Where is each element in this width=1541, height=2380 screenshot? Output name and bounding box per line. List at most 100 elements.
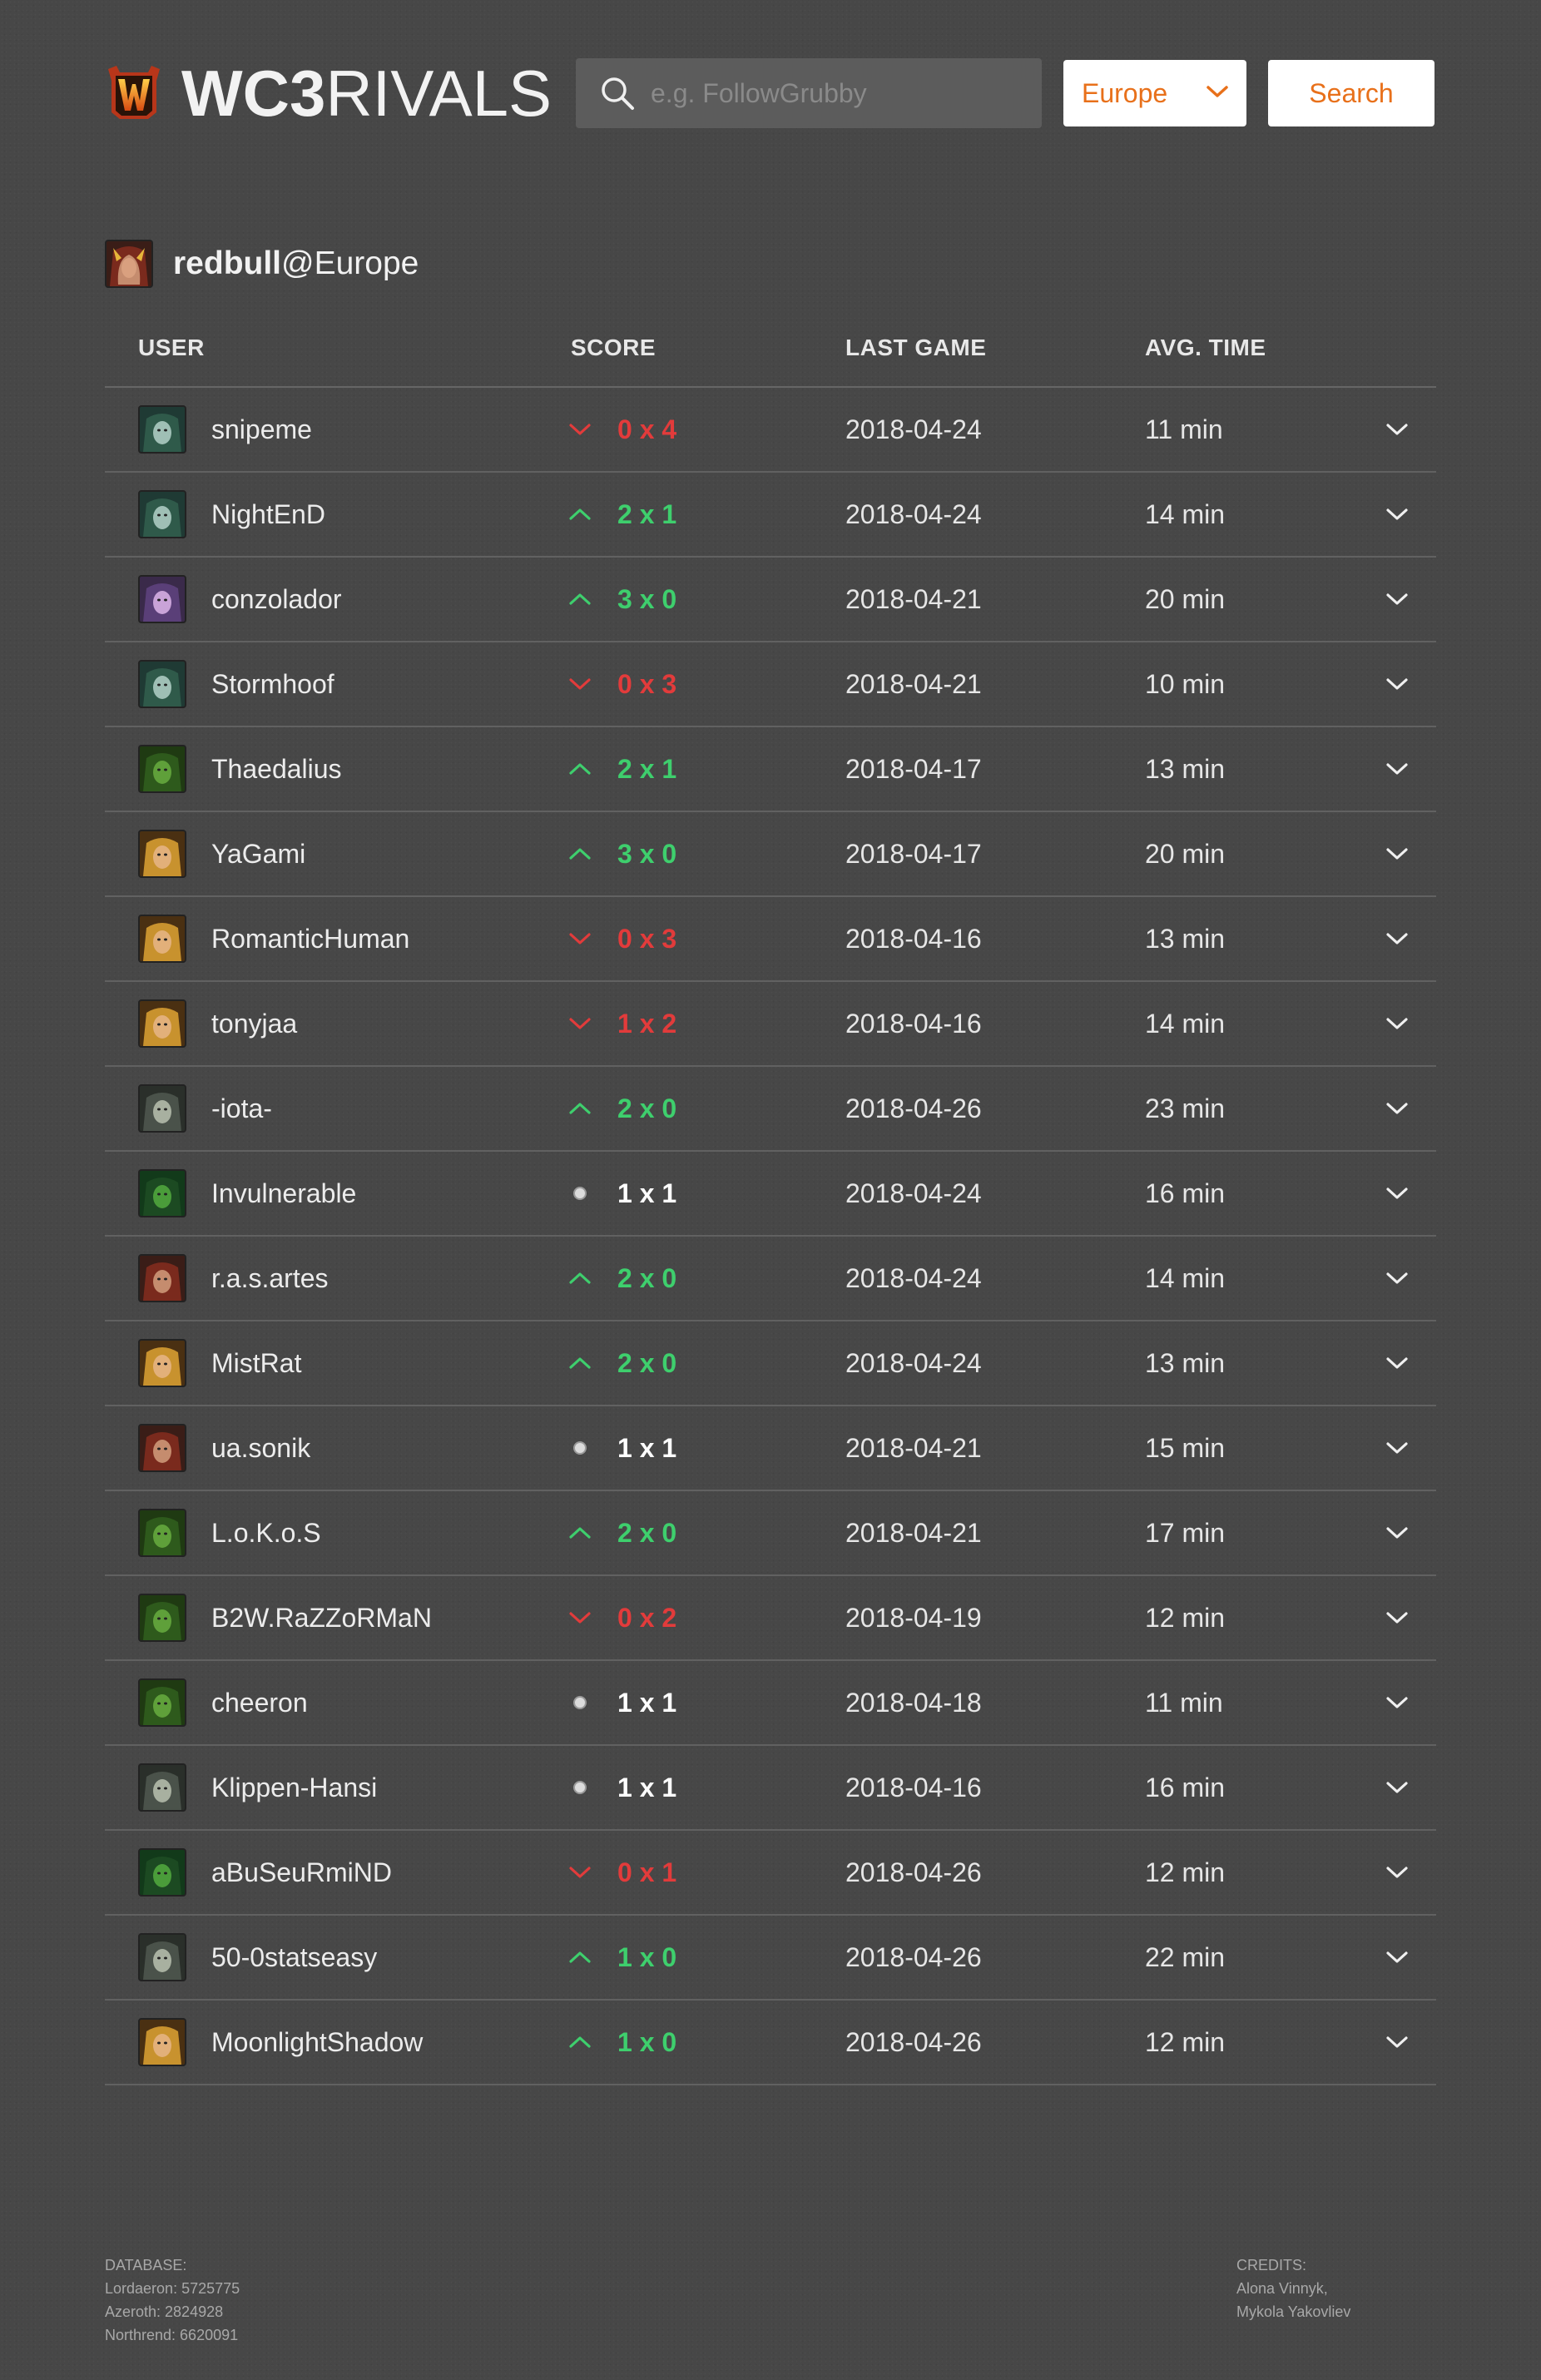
avg-time: 15 min xyxy=(1145,1432,1226,1463)
table-row[interactable]: ua.sonik 1 x 1 2018-04-21 15 min xyxy=(105,1406,1436,1491)
avg-time: 10 min xyxy=(1145,668,1226,699)
table-row[interactable]: conzolador 3 x 0 2018-04-21 20 min xyxy=(105,558,1436,642)
score: 1 x 2 xyxy=(617,1008,677,1039)
table-row[interactable]: Klippen-Hansi 1 x 1 2018-04-16 16 min xyxy=(105,1746,1436,1831)
expand-chevron-icon[interactable] xyxy=(1383,897,1411,980)
expand-chevron-icon[interactable] xyxy=(1383,642,1411,726)
avatar xyxy=(138,642,186,726)
expand-chevron-icon[interactable] xyxy=(1383,473,1411,556)
last-game-date: 2018-04-18 xyxy=(845,1687,982,1718)
table-body: snipeme 0 x 4 2018-04-24 11 min NightEnD 2 x … xyxy=(105,388,1436,2085)
table-row[interactable]: tonyjaa 1 x 2 2018-04-16 14 min xyxy=(105,982,1436,1067)
avg-time: 16 min xyxy=(1145,1772,1226,1802)
table-row[interactable]: B2W.RaZZoRMaN 0 x 2 2018-04-19 12 min xyxy=(105,1576,1436,1661)
expand-chevron-icon[interactable] xyxy=(1383,1576,1411,1659)
last-game-date: 2018-04-26 xyxy=(845,1093,982,1123)
credits-label: CREDITS: xyxy=(1236,2257,1307,2273)
avatar xyxy=(138,2001,186,2084)
profile-heading: redbull@Europe xyxy=(105,240,419,288)
rival-username[interactable]: Klippen-Hansi xyxy=(211,1772,378,1802)
table-row[interactable]: Stormhoof 0 x 3 2018-04-21 10 min xyxy=(105,642,1436,727)
last-game-date: 2018-04-26 xyxy=(845,1857,982,1887)
rival-username[interactable]: 50-0statseasy xyxy=(211,1941,378,1972)
table-row[interactable]: Thaedalius 2 x 1 2018-04-17 13 min xyxy=(105,727,1436,812)
expand-chevron-icon[interactable] xyxy=(1383,1321,1411,1405)
rival-username[interactable]: MistRat xyxy=(211,1347,302,1378)
rival-username[interactable]: snipeme xyxy=(211,414,312,444)
avatar xyxy=(138,1406,186,1490)
rival-username[interactable]: RomanticHuman xyxy=(211,923,410,954)
expand-chevron-icon[interactable] xyxy=(1383,812,1411,895)
rival-username[interactable]: NightEnD xyxy=(211,498,325,529)
last-game-date: 2018-04-21 xyxy=(845,1517,982,1548)
rival-username[interactable]: aBuSeuRmiND xyxy=(211,1857,392,1887)
rival-username[interactable]: B2W.RaZZoRMaN xyxy=(211,1602,432,1633)
table-row[interactable]: Invulnerable 1 x 1 2018-04-24 16 min xyxy=(105,1152,1436,1237)
chevron-up-icon xyxy=(567,558,592,641)
rival-username[interactable]: MoonlightShadow xyxy=(211,2026,424,2057)
rival-username[interactable]: L.o.K.o.S xyxy=(211,1517,321,1548)
avg-time: 20 min xyxy=(1145,583,1226,614)
table-row[interactable]: 50-0statseasy 1 x 0 2018-04-26 22 min xyxy=(105,1916,1436,2001)
expand-chevron-icon[interactable] xyxy=(1383,1916,1411,1999)
region-select[interactable]: Europe xyxy=(1063,60,1246,126)
table-row[interactable]: snipeme 0 x 4 2018-04-24 11 min xyxy=(105,388,1436,473)
app-title: WC3RIVALS xyxy=(181,61,552,126)
expand-chevron-icon[interactable] xyxy=(1383,2001,1411,2084)
last-game-date: 2018-04-16 xyxy=(845,923,982,954)
rival-username[interactable]: Invulnerable xyxy=(211,1178,357,1208)
avg-time: 12 min xyxy=(1145,2026,1226,2057)
rival-username[interactable]: cheeron xyxy=(211,1687,308,1718)
expand-chevron-icon[interactable] xyxy=(1383,1661,1411,1744)
search-button[interactable]: Search xyxy=(1268,60,1434,126)
expand-chevron-icon[interactable] xyxy=(1383,1746,1411,1829)
chevron-up-icon xyxy=(567,1067,592,1150)
rival-username[interactable]: Stormhoof xyxy=(211,668,334,699)
search-box[interactable] xyxy=(576,58,1042,128)
table-row[interactable]: MistRat 2 x 0 2018-04-24 13 min xyxy=(105,1321,1436,1406)
rival-username[interactable]: ua.sonik xyxy=(211,1432,311,1463)
header-score: SCORE xyxy=(571,335,657,360)
expand-chevron-icon[interactable] xyxy=(1383,388,1411,471)
avatar xyxy=(138,727,186,811)
rival-username[interactable]: tonyjaa xyxy=(211,1008,298,1039)
expand-chevron-icon[interactable] xyxy=(1383,1406,1411,1490)
expand-chevron-icon[interactable] xyxy=(1383,1237,1411,1320)
rival-username[interactable]: -iota- xyxy=(211,1093,272,1123)
avatar xyxy=(138,1576,186,1659)
profile-name: redbull@Europe xyxy=(173,245,419,282)
table-row[interactable]: L.o.K.o.S 2 x 0 2018-04-21 17 min xyxy=(105,1491,1436,1576)
expand-chevron-icon[interactable] xyxy=(1383,558,1411,641)
table-row[interactable]: r.a.s.artes 2 x 0 2018-04-24 14 min xyxy=(105,1237,1436,1321)
rival-username[interactable]: r.a.s.artes xyxy=(211,1262,329,1293)
table-row[interactable]: MoonlightShadow 1 x 0 2018-04-26 12 min xyxy=(105,2001,1436,2085)
expand-chevron-icon[interactable] xyxy=(1383,1491,1411,1574)
table-row[interactable]: aBuSeuRmiND 0 x 1 2018-04-26 12 min xyxy=(105,1831,1436,1916)
rival-username[interactable]: Thaedalius xyxy=(211,753,342,784)
avatar xyxy=(138,1152,186,1235)
expand-chevron-icon[interactable] xyxy=(1383,727,1411,811)
score: 0 x 3 xyxy=(617,923,677,954)
chevron-down-icon xyxy=(567,982,592,1065)
last-game-date: 2018-04-21 xyxy=(845,668,982,699)
table-row[interactable]: YaGami 3 x 0 2018-04-17 20 min xyxy=(105,812,1436,897)
table-row[interactable]: -iota- 2 x 0 2018-04-26 23 min xyxy=(105,1067,1436,1152)
chevron-down-icon xyxy=(567,388,592,471)
search-input[interactable] xyxy=(651,77,1017,109)
profile-region: @Europe xyxy=(281,245,419,281)
last-game-date: 2018-04-21 xyxy=(845,583,982,614)
rival-username[interactable]: YaGami xyxy=(211,838,306,869)
score: 2 x 0 xyxy=(617,1262,677,1293)
score: 3 x 0 xyxy=(617,838,677,869)
logo[interactable]: WC3RIVALS xyxy=(105,61,552,126)
expand-chevron-icon[interactable] xyxy=(1383,982,1411,1065)
table-row[interactable]: cheeron 1 x 1 2018-04-18 11 min xyxy=(105,1661,1436,1746)
expand-chevron-icon[interactable] xyxy=(1383,1067,1411,1150)
rival-username[interactable]: conzolador xyxy=(211,583,342,614)
table-row[interactable]: NightEnD 2 x 1 2018-04-24 14 min xyxy=(105,473,1436,558)
table-row[interactable]: RomanticHuman 0 x 3 2018-04-16 13 min xyxy=(105,897,1436,982)
chevron-up-icon xyxy=(567,1916,592,1999)
header-user: USER xyxy=(138,335,205,360)
expand-chevron-icon[interactable] xyxy=(1383,1152,1411,1235)
expand-chevron-icon[interactable] xyxy=(1383,1831,1411,1914)
